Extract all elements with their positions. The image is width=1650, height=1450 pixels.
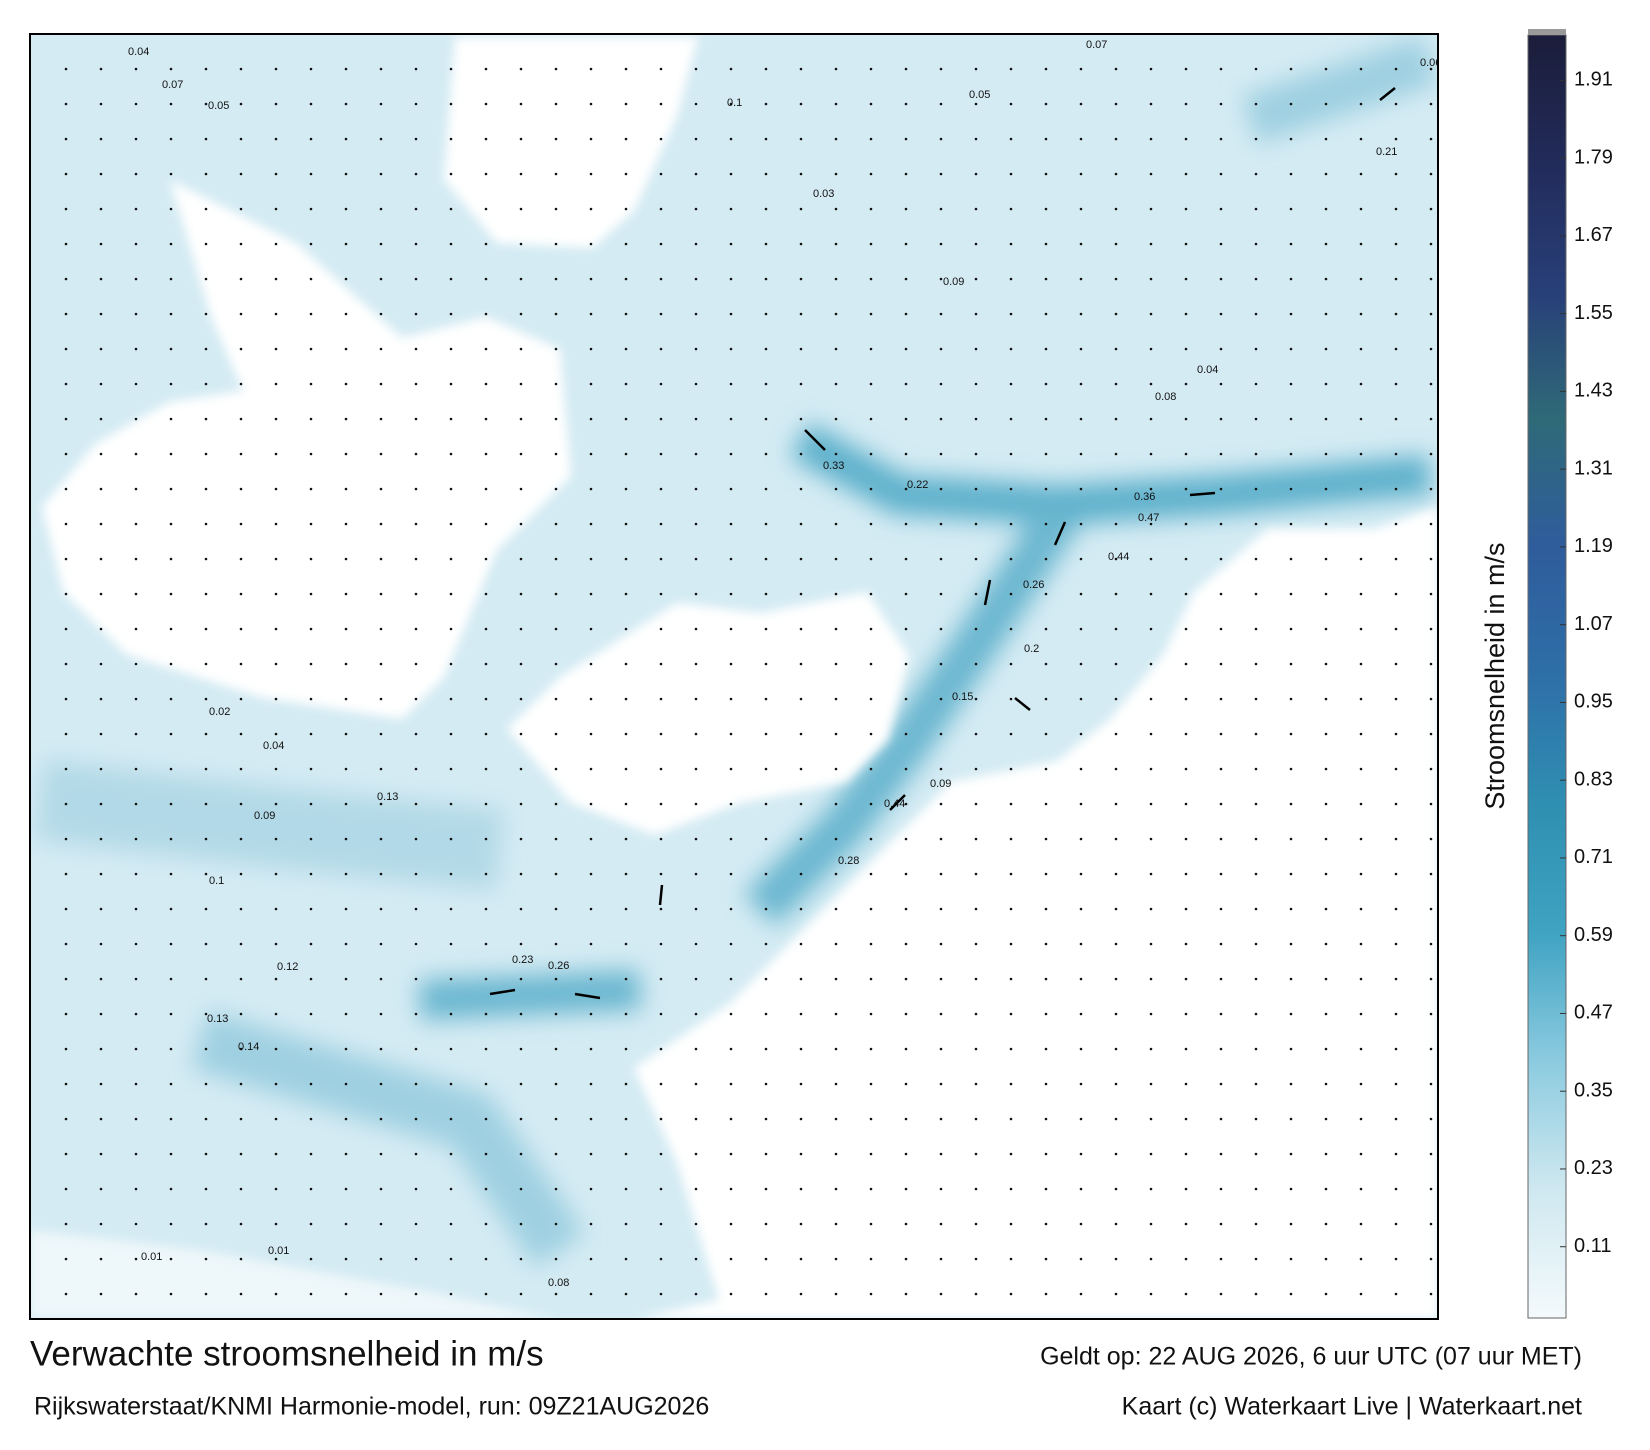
map-label: 0.04 (1197, 364, 1218, 376)
colorbar-tick-label: 1.67 (1574, 224, 1613, 246)
map-label: 0.21 (1376, 146, 1397, 158)
map-label: 0.06 (1420, 57, 1441, 69)
colorbar-tick-label: 0.83 (1574, 768, 1613, 790)
colorbar-cap (1528, 29, 1566, 35)
map-label: 0.01 (268, 1245, 289, 1257)
current-arrows (489, 87, 1396, 1000)
colorbar: 0.11 0.23 0.35 0.47 0.59 0.71 0.83 0.95 1.07 1.19… (1527, 29, 1613, 1319)
map-label: 0.04 (128, 46, 149, 58)
map-label: 0.02 (209, 706, 230, 718)
map-label: 0.09 (930, 778, 951, 790)
map-label: 0.26 (548, 960, 569, 972)
map-label: 0.08 (1155, 391, 1176, 403)
map-label: 0.22 (907, 479, 928, 491)
map-label: 0.09 (254, 810, 275, 822)
colorbar-tick-label: 1.91 (1574, 69, 1613, 91)
colorbar-tick-label: 0.71 (1574, 846, 1613, 868)
map-label: 0.1 (209, 875, 224, 887)
map-label: 0.12 (277, 961, 298, 973)
colorbar-tick-label: 0.59 (1574, 924, 1613, 946)
map-labels: 0.04 0.07 0.05 0.1 0.05 0.07 0.09 0.33 0… (128, 39, 1441, 1289)
valid-time: Geldt op: 22 AUG 2026, 6 uur UTC (07 uur… (1040, 1343, 1582, 1371)
vector-grid (64, 67, 1433, 1296)
map-frame (29, 33, 1439, 1320)
map-label: 0.44 (1108, 551, 1129, 563)
colorbar-tick-label: 0.23 (1574, 1157, 1613, 1179)
colorbar-tick-label: 1.19 (1574, 535, 1613, 557)
map-label: 0.47 (1138, 512, 1159, 524)
colorbar-ramp (1527, 34, 1567, 1319)
map-label: 0.44 (884, 798, 905, 810)
subtitle: Rijkswaterstaat/KNMI Harmonie-model, run… (34, 1393, 709, 1421)
colorbar-tick-label: 0.95 (1574, 691, 1613, 713)
map-label: 0.1 (727, 97, 742, 109)
colorbar-tick-label: 0.35 (1574, 1079, 1613, 1101)
map-label: 0.04 (263, 740, 284, 752)
map-label: 0.23 (512, 954, 533, 966)
colorbar-tick-label: 1.31 (1574, 457, 1613, 479)
map-label: 0.05 (969, 89, 990, 101)
colorbar-tick-label: 1.43 (1574, 380, 1613, 402)
map-label: 0.36 (1134, 491, 1155, 503)
credit: Kaart (c) Waterkaart Live | Waterkaart.n… (1122, 1393, 1582, 1421)
map: 0.04 0.07 0.05 0.1 0.05 0.07 0.09 0.33 0… (30, 34, 1441, 1319)
map-label: 0.2 (1024, 643, 1039, 655)
map-label: 0.13 (207, 1013, 228, 1025)
map-label: 0.14 (238, 1041, 259, 1053)
map-label: 0.28 (838, 855, 859, 867)
colorbar-tick-label: 0.11 (1574, 1235, 1611, 1257)
map-label: 0.26 (1023, 579, 1044, 591)
colorbar-tick-label: 0.47 (1574, 1002, 1613, 1024)
map-label: 0.01 (141, 1251, 162, 1263)
map-label: 0.05 (208, 100, 229, 112)
map-label: 0.13 (377, 791, 398, 803)
map-label: 0.03 (813, 188, 834, 200)
map-label: 0.08 (548, 1277, 569, 1289)
colorbar-tick-label: 1.07 (1574, 613, 1613, 635)
colorbar-label: Stroomsnelheid in m/s (1480, 542, 1510, 809)
map-label: 0.07 (162, 79, 183, 91)
colorbar-tick-label: 1.79 (1574, 146, 1613, 168)
current-shading (35, 36, 1438, 1268)
map-label: 0.09 (943, 276, 964, 288)
map-label: 0.15 (952, 691, 973, 703)
land (30, 37, 1438, 1319)
map-label: 0.07 (1086, 39, 1107, 51)
map-label: 0.33 (823, 460, 844, 472)
colorbar-tick-label: 1.55 (1574, 302, 1613, 324)
title: Verwachte stroomsnelheid in m/s (30, 1334, 544, 1373)
